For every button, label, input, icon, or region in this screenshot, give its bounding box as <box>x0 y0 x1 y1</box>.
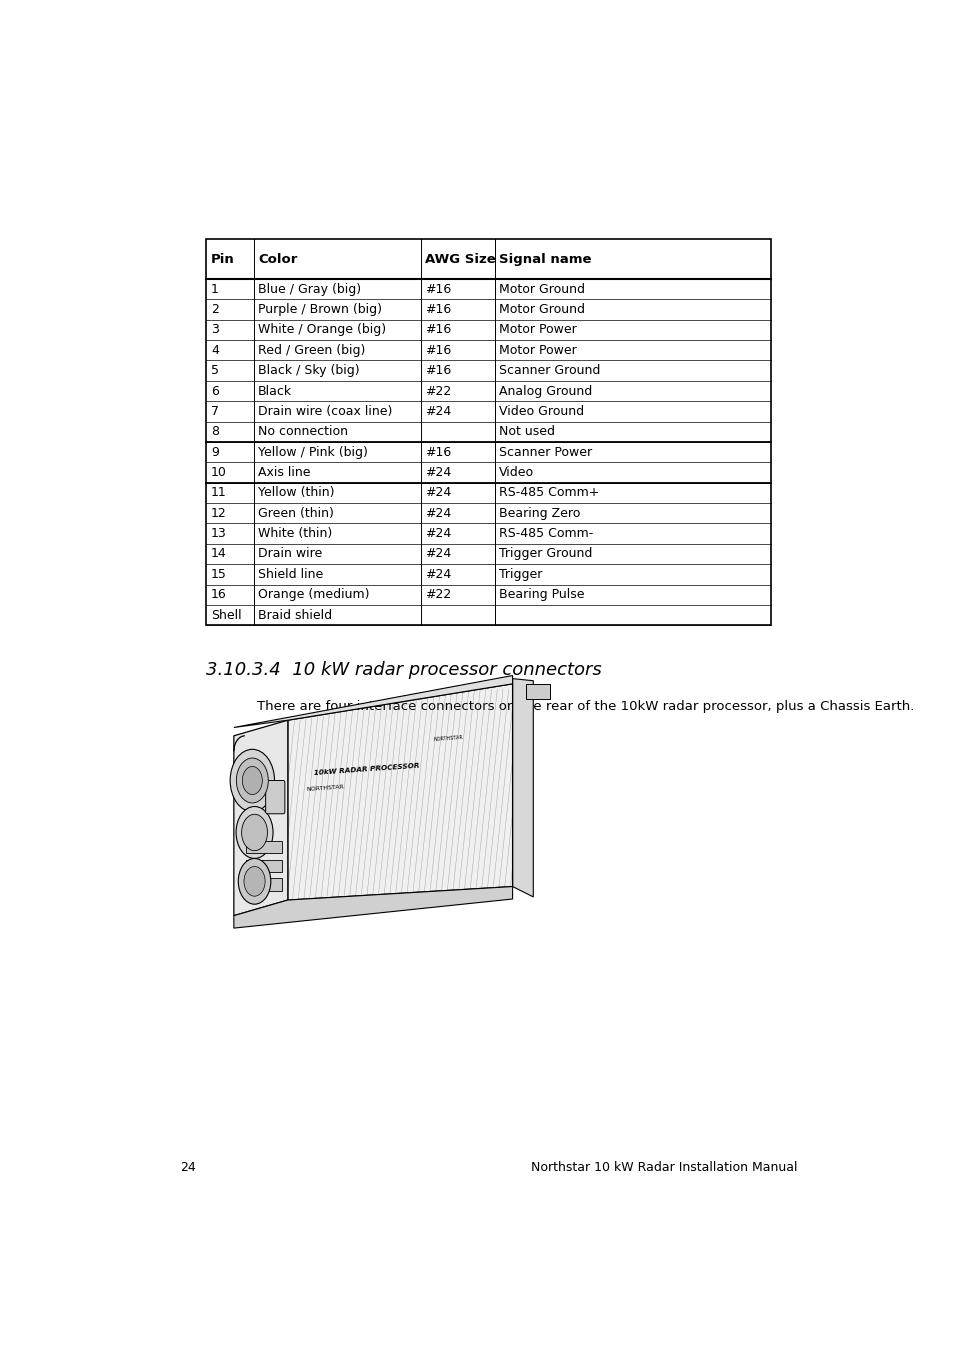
Text: #24: #24 <box>425 526 451 540</box>
Text: Motor Ground: Motor Ground <box>498 282 584 296</box>
Bar <box>206 239 771 625</box>
Text: #16: #16 <box>425 282 451 296</box>
Text: #22: #22 <box>425 589 451 601</box>
Text: 11: 11 <box>211 486 227 500</box>
Text: #22: #22 <box>425 385 451 397</box>
Text: Trigger: Trigger <box>498 568 542 580</box>
Text: NORTHSTAR: NORTHSTAR <box>433 736 463 742</box>
Text: #24: #24 <box>425 506 451 520</box>
Text: 24: 24 <box>180 1161 195 1174</box>
Text: #16: #16 <box>425 446 451 459</box>
Text: 3.10.3.4  10 kW radar processor connectors: 3.10.3.4 10 kW radar processor connector… <box>206 660 601 679</box>
Text: #16: #16 <box>425 344 451 356</box>
Text: Bearing Pulse: Bearing Pulse <box>498 589 584 601</box>
Bar <box>206 239 771 625</box>
Text: Braid shield: Braid shield <box>258 609 332 621</box>
Text: Not used: Not used <box>498 425 555 439</box>
Text: #16: #16 <box>425 302 451 316</box>
Text: Drain wire (coax line): Drain wire (coax line) <box>258 405 393 418</box>
Text: Yellow (thin): Yellow (thin) <box>258 486 335 500</box>
Text: Motor Power: Motor Power <box>498 344 577 356</box>
Text: Black: Black <box>258 385 292 397</box>
Text: Video: Video <box>498 466 534 479</box>
Text: Black / Sky (big): Black / Sky (big) <box>258 364 359 377</box>
Circle shape <box>242 767 262 795</box>
Text: Scanner Ground: Scanner Ground <box>498 364 600 377</box>
Text: Axis line: Axis line <box>258 466 311 479</box>
Text: RS-485 Comm-: RS-485 Comm- <box>498 526 593 540</box>
Circle shape <box>238 859 271 905</box>
Bar <box>246 879 281 891</box>
Text: Trigger Ground: Trigger Ground <box>498 548 592 560</box>
Text: Orange (medium): Orange (medium) <box>258 589 370 601</box>
Text: 6: 6 <box>211 385 218 397</box>
Text: 2: 2 <box>211 302 218 316</box>
Text: 10: 10 <box>211 466 227 479</box>
Circle shape <box>236 759 268 803</box>
Text: No connection: No connection <box>258 425 348 439</box>
Text: Signal name: Signal name <box>498 252 591 266</box>
Text: 15: 15 <box>211 568 227 580</box>
Text: Yellow / Pink (big): Yellow / Pink (big) <box>258 446 368 459</box>
Text: 14: 14 <box>211 548 227 560</box>
Text: There are four interface connectors on the rear of the 10kW radar processor, plu: There are four interface connectors on t… <box>256 701 913 713</box>
Text: Color: Color <box>258 252 297 266</box>
Text: #16: #16 <box>425 324 451 336</box>
Text: White (thin): White (thin) <box>258 526 333 540</box>
Polygon shape <box>512 679 533 896</box>
Text: #24: #24 <box>425 548 451 560</box>
PathPatch shape <box>288 684 512 900</box>
Polygon shape <box>233 887 512 927</box>
Text: #24: #24 <box>425 466 451 479</box>
Text: Green (thin): Green (thin) <box>258 506 334 520</box>
Bar <box>246 841 281 853</box>
Text: Scanner Power: Scanner Power <box>498 446 592 459</box>
Circle shape <box>241 814 267 850</box>
Text: Pin: Pin <box>211 252 234 266</box>
Text: 16: 16 <box>211 589 227 601</box>
Text: Red / Green (big): Red / Green (big) <box>258 344 365 356</box>
Text: NORTHSTAR: NORTHSTAR <box>305 784 343 791</box>
Text: White / Orange (big): White / Orange (big) <box>258 324 386 336</box>
Polygon shape <box>288 684 512 900</box>
FancyBboxPatch shape <box>265 780 285 814</box>
Text: AWG Size: AWG Size <box>425 252 496 266</box>
Circle shape <box>230 749 274 811</box>
Text: Purple / Brown (big): Purple / Brown (big) <box>258 302 382 316</box>
Text: Drain wire: Drain wire <box>258 548 322 560</box>
Text: #24: #24 <box>425 568 451 580</box>
Polygon shape <box>233 720 288 915</box>
Text: 5: 5 <box>211 364 218 377</box>
Text: #24: #24 <box>425 405 451 418</box>
Text: 7: 7 <box>211 405 218 418</box>
Circle shape <box>244 867 265 896</box>
Text: 12: 12 <box>211 506 227 520</box>
Text: RS-485 Comm+: RS-485 Comm+ <box>498 486 599 500</box>
Text: Motor Power: Motor Power <box>498 324 577 336</box>
Bar <box>246 860 281 872</box>
Bar <box>525 684 549 699</box>
Text: 13: 13 <box>211 526 227 540</box>
Text: Bearing Zero: Bearing Zero <box>498 506 580 520</box>
Text: 8: 8 <box>211 425 218 439</box>
Text: Shield line: Shield line <box>258 568 323 580</box>
Text: Analog Ground: Analog Ground <box>498 385 592 397</box>
Text: Shell: Shell <box>211 609 241 621</box>
Circle shape <box>235 806 273 859</box>
Text: Northstar 10 kW Radar Installation Manual: Northstar 10 kW Radar Installation Manua… <box>531 1161 797 1174</box>
Text: 10kW RADAR PROCESSOR: 10kW RADAR PROCESSOR <box>314 763 419 776</box>
Text: 1: 1 <box>211 282 218 296</box>
Text: 3: 3 <box>211 324 218 336</box>
Text: 4: 4 <box>211 344 218 356</box>
Polygon shape <box>233 675 512 728</box>
Text: 9: 9 <box>211 446 218 459</box>
Text: Blue / Gray (big): Blue / Gray (big) <box>258 282 361 296</box>
Text: #24: #24 <box>425 486 451 500</box>
Text: #16: #16 <box>425 364 451 377</box>
Text: Motor Ground: Motor Ground <box>498 302 584 316</box>
Text: Video Ground: Video Ground <box>498 405 584 418</box>
